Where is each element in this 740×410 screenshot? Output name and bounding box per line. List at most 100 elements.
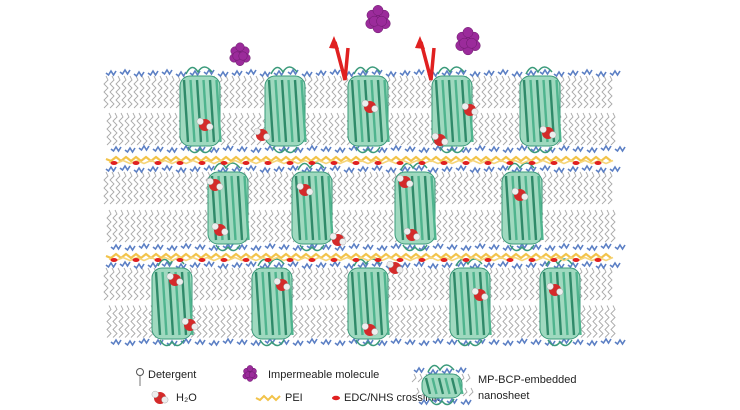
head-group — [119, 68, 131, 76]
lipid-tail — [271, 171, 277, 205]
head-group — [600, 337, 612, 345]
lipid-tail — [414, 387, 420, 397]
head-group — [278, 243, 290, 251]
protein-loop — [259, 339, 285, 347]
lipid-tail — [397, 75, 403, 109]
crosslink — [440, 161, 448, 165]
lipid-tail — [241, 267, 247, 301]
head-group — [189, 261, 201, 269]
hydrogen — [191, 323, 199, 331]
lipid-tail — [463, 171, 469, 205]
lipid-tail — [172, 209, 178, 243]
lipid-tail — [394, 112, 400, 146]
beta-strand — [423, 175, 431, 241]
head-group — [586, 146, 598, 154]
hydrogen — [406, 180, 414, 188]
lipid-tail — [388, 112, 394, 146]
lipid-tail — [391, 75, 397, 109]
hydrogen — [339, 238, 347, 246]
lipid-tail — [586, 209, 592, 243]
lipid-tail — [468, 387, 474, 397]
beta-strand — [223, 175, 231, 241]
head-group — [180, 242, 192, 250]
lipid-tail — [262, 209, 268, 243]
head-group — [236, 338, 248, 346]
molecule-atom — [376, 15, 387, 27]
head-group — [320, 145, 332, 153]
lipid-tail — [334, 112, 340, 146]
head-group — [511, 166, 523, 174]
head-group — [152, 145, 164, 153]
head-group — [124, 244, 136, 252]
head-group — [236, 145, 248, 153]
head-group — [427, 368, 439, 376]
hydrogen — [441, 138, 449, 146]
lipid-tail — [319, 75, 325, 109]
lipid-tail — [403, 267, 409, 301]
lipid-tail — [175, 75, 181, 109]
beta-strand — [522, 79, 530, 143]
hydrogen — [361, 99, 369, 107]
hydrogen — [556, 288, 564, 296]
head-group — [203, 68, 215, 76]
hydrogen — [253, 127, 261, 135]
hydrogen — [413, 233, 421, 241]
beta-strand — [530, 175, 538, 241]
head-group — [273, 165, 285, 173]
lipid-tail — [199, 267, 205, 301]
head-group — [441, 367, 453, 375]
lipid-tail — [607, 75, 613, 109]
beta-strand — [452, 271, 460, 336]
lipid-tail — [411, 373, 417, 383]
crosslink — [176, 258, 184, 262]
beta-strand — [535, 79, 543, 143]
crosslink — [506, 258, 514, 262]
head-group — [516, 144, 528, 152]
lipid-tail — [595, 267, 601, 301]
lipid-tail — [601, 171, 607, 205]
lipid-tail — [139, 267, 145, 301]
lipid-tail — [184, 209, 190, 243]
lipid-tail — [337, 267, 343, 301]
lipid-tail — [151, 171, 157, 205]
head-group — [334, 244, 346, 252]
lipid-tail — [325, 267, 331, 301]
head-group — [539, 260, 551, 268]
beta-strand — [280, 79, 288, 143]
lipid-tail — [304, 305, 310, 338]
beta-strand — [447, 79, 455, 143]
beta-strand — [287, 79, 294, 143]
lipid-tail — [109, 75, 115, 109]
lipid-tail — [400, 305, 406, 338]
lipid-tail — [559, 171, 565, 205]
lipid-tail — [118, 305, 124, 338]
head-group — [544, 146, 556, 154]
lipid-tail — [130, 112, 136, 146]
head-group — [418, 244, 430, 252]
lipid-tail — [106, 305, 112, 338]
beta-strand — [537, 175, 544, 241]
lipid-tail — [568, 112, 574, 146]
head-group — [334, 146, 346, 154]
head-group — [595, 166, 607, 174]
head-group — [488, 338, 500, 346]
beta-strand — [236, 175, 244, 241]
beta-strand — [294, 175, 302, 241]
lipid-tail — [220, 305, 226, 338]
lipid-tail — [556, 209, 562, 243]
beta-strand — [383, 271, 390, 336]
head-group — [600, 144, 612, 152]
beta-strand — [555, 271, 563, 336]
lipid-tail — [145, 75, 151, 109]
lipid-tail — [451, 171, 457, 205]
head-group — [530, 243, 542, 251]
head-group — [446, 243, 458, 251]
protein-loop — [355, 339, 381, 347]
lipid-tail — [154, 112, 160, 146]
lipid-tail — [295, 267, 301, 301]
lipid-tail — [319, 267, 325, 301]
lipid-tail — [127, 75, 133, 109]
head-group — [208, 146, 220, 154]
hydrogen — [196, 117, 204, 125]
head-group — [581, 164, 593, 172]
